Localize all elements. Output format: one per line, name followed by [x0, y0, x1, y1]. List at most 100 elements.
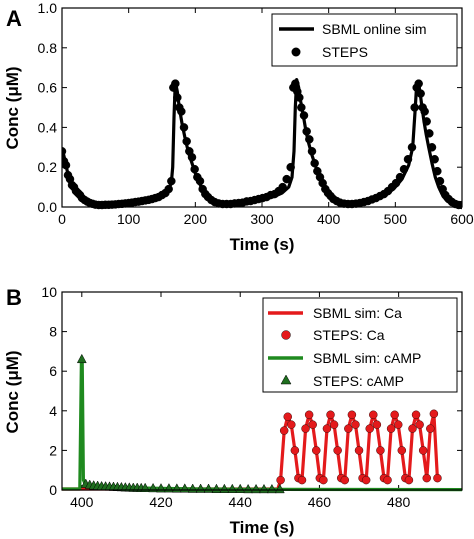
panel-b-ytick-label: 8: [49, 324, 57, 340]
panel-a-plot-frame: [61, 7, 463, 208]
panel-b-series-1-point: [422, 473, 432, 483]
panel-b-series-1-point: [329, 420, 339, 429]
panel-b-ytick-label: 0: [49, 482, 57, 498]
panel-b-series-1-point: [344, 424, 353, 433]
panel-a-series-1-point: [295, 93, 304, 102]
panel-b-legend-swatch-1: [281, 330, 291, 340]
panel-a-series-1-point: [282, 174, 291, 184]
panel-b-series-1-point: [397, 446, 407, 455]
panel-a-series-1-point: [425, 129, 434, 138]
panel-b-ytick-label: 4: [49, 403, 57, 419]
panel-b-xtick-label: 460: [308, 494, 332, 510]
panel-a-series-0-line: [62, 77, 462, 207]
panel-a-xtick-label: 200: [184, 211, 208, 227]
panel-a-ytick-label: 1.0: [38, 0, 58, 16]
panel-b-series-1-point: [393, 420, 403, 429]
panel-b-series-1-point: [326, 410, 335, 420]
panel-b-series-1-point: [390, 410, 399, 420]
panel-a-series-1-point: [167, 176, 176, 186]
panel-b-series-1-point: [433, 473, 442, 483]
panel-b-series-1-point: [340, 475, 350, 485]
panel-a-series-1-point: [305, 135, 314, 144]
panel-b-series-1-point: [290, 446, 300, 455]
panel-b-label: B: [6, 285, 22, 310]
panel-a-series-1-point: [414, 79, 423, 88]
panel-b-plot-frame: [61, 291, 463, 491]
panel-a-series-1-point: [302, 127, 311, 136]
panel-a: A Conc (μM) Time (s) 0 100 200 300 400 500 600…: [3, 0, 474, 254]
panel-b-series-1-point: [297, 475, 307, 485]
panel-a-xtick-label: 600: [450, 211, 474, 227]
panel-a-series-1-point: [416, 89, 425, 98]
panel-b-xtick-label: 440: [229, 494, 253, 510]
panel-b-xtick-label: 400: [70, 494, 94, 510]
panel-a-ytick-label: 0.6: [38, 80, 58, 96]
panel-a-xtick-label: 500: [384, 211, 408, 227]
panel-a-series-1-point: [420, 107, 429, 116]
panel-b-series-1-point: [301, 424, 310, 433]
panel-b-ytick-label: 2: [49, 442, 57, 458]
panel-b-legend-label-2: SBML sim: cAMP: [313, 350, 421, 366]
panel-b-series-1-point: [333, 446, 342, 455]
panel-a-series-1-point: [286, 162, 295, 172]
panel-a-series-1-point: [187, 153, 197, 162]
panel-b-xtick-label: 480: [387, 494, 411, 510]
panel-b-series-1-point: [279, 426, 289, 435]
panel-a-xtick-label: 0: [58, 211, 66, 227]
panel-a-series-1-point: [62, 160, 71, 170]
panel-a-series-1-point: [430, 154, 439, 164]
panel-b-ytick-label: 10: [41, 284, 57, 300]
panel-a-series-1-point: [278, 182, 287, 192]
panel-b-series-1-point: [376, 446, 385, 455]
panel-a-ytick-label: 0.0: [38, 199, 58, 215]
panel-b-series-1-point: [351, 420, 360, 429]
panel-a-legend-label-1: STEPS: [322, 44, 368, 60]
panel-b-series-1-point: [429, 409, 439, 419]
panel-b-series-1-point: [404, 475, 414, 485]
panel-b-series-1-point: [312, 446, 321, 455]
panel-b-legend: SBML sim: Ca STEPS: Ca SBML sim: cAMP ST…: [262, 297, 458, 393]
panel-a-series-1-point: [297, 103, 306, 112]
panel-a-series-1-point: [171, 79, 180, 88]
panel-a-series-1-point: [177, 107, 186, 116]
panel-a-ylabel: Conc (μM): [3, 66, 22, 149]
panel-a-series-1-point: [173, 93, 182, 102]
panel-b-legend-swatch-3: [280, 374, 292, 385]
panel-a-xtick-label: 400: [317, 211, 341, 227]
panel-b-ylabel: Conc (μM): [3, 350, 22, 433]
panel-b-series-1-point: [383, 475, 392, 485]
panel-a-series-1-point: [182, 137, 191, 146]
panel-a-xtick-label: 100: [117, 211, 141, 227]
panel-a-series-1-point: [395, 172, 405, 182]
panel-b-series-3-point: [76, 353, 87, 364]
panel-a-series-1-point: [422, 117, 431, 126]
panel-b-series-3-point: [251, 483, 261, 494]
panel-a-series-1-point: [407, 143, 417, 152]
panel-a-series-1-point: [307, 147, 317, 156]
panel-a-series-1-point: [195, 176, 205, 186]
panel-b-series-1-point: [426, 424, 435, 433]
panel-a-xtick-label: 300: [250, 211, 274, 227]
panel-a-series-1-point: [433, 166, 442, 176]
panel-b-series-1-point: [276, 475, 285, 485]
panel-a-xlabel: Time (s): [230, 235, 295, 254]
panel-b-series-1-point: [361, 475, 371, 485]
panel-b-xtick-label: 420: [149, 494, 173, 510]
panel-a-legend-box: [271, 13, 458, 67]
panel-b-series-3-point: [259, 483, 269, 494]
panel-a-legend-label-0: SBML online sim: [322, 21, 427, 37]
panel-b-series-1-point: [319, 475, 328, 485]
panel-b-series-1-point: [408, 424, 417, 433]
panel-a-series-1-point: [310, 158, 319, 168]
panel-a-series-1-point: [179, 123, 189, 132]
panel-b-series-1-point: [304, 410, 314, 420]
panel-a-legend-marker-swatch: [291, 47, 301, 57]
panel-b-series-1-point: [369, 410, 378, 420]
panel-a-series-1-point: [391, 178, 401, 188]
panel-a-ytick-label: 0.8: [38, 40, 58, 56]
panel-b-xlabel: Time (s): [230, 518, 295, 537]
panel-b-series-1-point: [415, 420, 424, 429]
panel-b-series-1-point: [347, 410, 357, 420]
panel-a-series-1-point: [399, 164, 409, 174]
panel-a-series-1-point: [427, 143, 437, 152]
